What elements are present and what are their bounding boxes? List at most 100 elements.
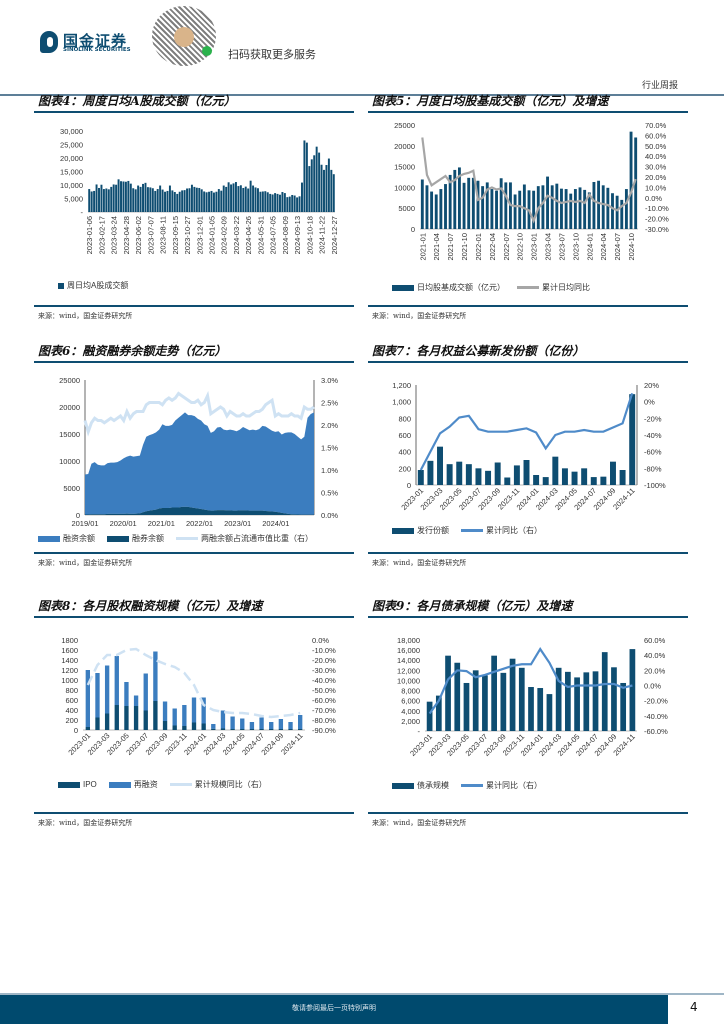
- fig8-chart: 020040060080010001200140016001800-90.0%-…: [61, 636, 336, 757]
- bar: [494, 462, 501, 485]
- bar: [518, 190, 522, 229]
- bar: [168, 185, 171, 212]
- bar-refinancing: [240, 718, 245, 729]
- x-tick-label: 2023/01: [224, 519, 251, 528]
- bar: [485, 470, 492, 485]
- fig6-legend: 融资余额 融券余额 两融余额占流通市值比重（右）: [38, 533, 313, 544]
- y-tick-label: 25000: [59, 376, 80, 385]
- bar: [305, 142, 308, 212]
- legend-item: 累计同比（右）: [461, 525, 542, 536]
- bar: [144, 182, 147, 212]
- bar: [481, 186, 485, 229]
- bar: [601, 652, 608, 731]
- fig6-source: 来源：wind，国金证券研究所: [38, 559, 133, 567]
- bar: [102, 189, 105, 212]
- bar: [600, 476, 607, 485]
- bar: [546, 176, 549, 229]
- bar: [583, 672, 590, 731]
- bar-ipo: [259, 729, 264, 730]
- bar-refinancing: [298, 715, 303, 729]
- legend-line-swatch: [169, 783, 192, 786]
- bar: [100, 184, 103, 212]
- legend-bar-swatch: [58, 282, 64, 289]
- bar: [620, 199, 624, 229]
- bar-refinancing: [172, 708, 177, 726]
- bar: [276, 193, 279, 212]
- y-tick-label: 20,000: [60, 154, 83, 163]
- bar-refinancing: [85, 670, 90, 727]
- y2-tick-label: 60.0%: [644, 636, 666, 645]
- legend-line-swatch: [461, 529, 483, 532]
- bar: [448, 174, 452, 229]
- bar-ipo: [269, 729, 274, 730]
- y2-tick-label: 70.0%: [645, 121, 667, 130]
- bar: [555, 183, 559, 229]
- bar: [210, 190, 213, 212]
- bar: [215, 191, 218, 212]
- bar: [425, 185, 429, 229]
- bar: [115, 184, 118, 212]
- bar: [462, 182, 466, 229]
- x-tick-label: 2024-10-18: [305, 216, 314, 254]
- y2-tick-label: -40%: [644, 431, 662, 440]
- bar: [513, 465, 520, 485]
- y-tick-label: 5000: [398, 204, 415, 213]
- y-tick-label: 10000: [394, 183, 415, 192]
- bar: [509, 658, 516, 731]
- legend-item: 发行份额: [392, 525, 449, 536]
- y-tick-label: 200: [398, 464, 411, 473]
- legend-label: 再融资: [133, 780, 158, 789]
- legend-bar-swatch: [392, 782, 414, 789]
- legend-label: 累计同比（右）: [486, 526, 542, 535]
- bar: [220, 190, 223, 212]
- legend-label: 累计日均同比: [542, 283, 590, 292]
- bar-refinancing: [201, 697, 206, 724]
- y-tick-label: 1000: [61, 676, 78, 685]
- bar: [252, 185, 255, 212]
- y2-tick-label: -80.0%: [312, 716, 336, 725]
- y2-tick-label: 1.0%: [321, 466, 338, 475]
- header-divider: [0, 94, 724, 96]
- bar: [195, 187, 198, 212]
- line-yoy: [86, 647, 301, 719]
- page-number: 4: [690, 1000, 698, 1014]
- fig7-title: 图表7：各月权益公募新发份额（亿份）: [372, 344, 585, 358]
- bar: [301, 182, 303, 212]
- bar: [609, 461, 616, 485]
- x-tick-label: 2023-08-11: [159, 216, 168, 254]
- footer-bar: [0, 995, 668, 1024]
- y-tick-label: 0: [411, 225, 415, 234]
- fig6-title-underline: [34, 361, 354, 363]
- bar: [278, 194, 281, 212]
- bar: [188, 188, 191, 212]
- legend-bar-swatch: [58, 781, 80, 788]
- bar: [198, 187, 201, 212]
- bar: [435, 695, 442, 731]
- bar: [274, 193, 277, 212]
- y2-tick-label: 2.5%: [321, 399, 338, 408]
- bar-ipo: [95, 717, 100, 730]
- bar-refinancing: [153, 651, 158, 701]
- bar: [471, 177, 475, 229]
- bar: [313, 155, 316, 212]
- bar: [296, 197, 299, 212]
- y-tick-label: 30,000: [60, 127, 83, 136]
- bar: [542, 477, 549, 485]
- y-tick-label: 800: [398, 414, 411, 423]
- bar: [546, 694, 553, 731]
- bar: [532, 190, 536, 229]
- bar-refinancing: [162, 701, 168, 721]
- bar: [134, 189, 137, 212]
- legend-bar-swatch: [107, 535, 129, 542]
- bar-refinancing: [249, 722, 255, 729]
- legend-label: 融券余额: [132, 534, 164, 543]
- fig8-source: 来源：wind，国金证券研究所: [38, 819, 133, 827]
- bar-refinancing: [211, 724, 216, 729]
- bar-ipo: [298, 729, 303, 730]
- bar: [142, 183, 145, 212]
- bar: [523, 460, 530, 485]
- bar: [606, 187, 610, 229]
- y-tick-label: 15000: [394, 163, 415, 172]
- fig5-source-divider: [368, 305, 688, 307]
- bar: [472, 670, 479, 731]
